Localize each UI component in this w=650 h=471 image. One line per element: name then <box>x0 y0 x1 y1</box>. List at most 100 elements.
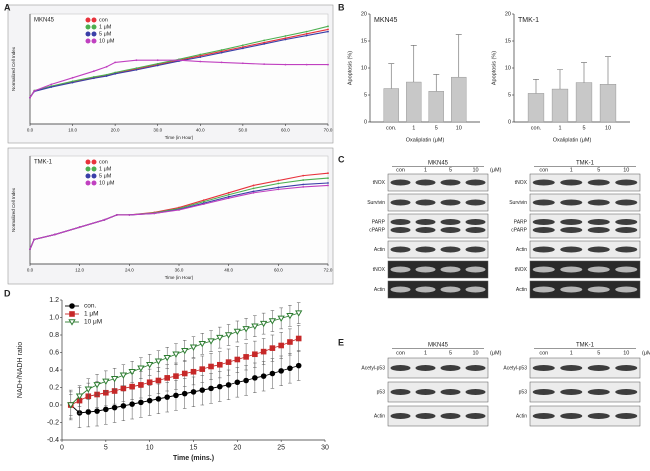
lane-label: 1 <box>424 350 427 356</box>
x-tick-label: 10 <box>146 445 154 452</box>
blot-band <box>415 365 436 371</box>
marker <box>93 382 101 389</box>
marker <box>242 326 250 333</box>
x-tick-label: 48.0 <box>224 267 233 272</box>
marker <box>202 203 205 206</box>
blot-band <box>560 413 583 419</box>
y-axis-label: Apoptosis (%) <box>347 51 353 85</box>
marker <box>199 53 202 56</box>
blot-row-label: tNOX <box>515 267 528 273</box>
legend-label: con <box>99 17 108 23</box>
bar <box>428 91 444 123</box>
legend-swatch <box>91 31 97 37</box>
lane-label: con <box>539 167 548 173</box>
blot-row-label: PARP <box>514 219 528 225</box>
marker <box>327 28 329 31</box>
x-tick-label: 5 <box>582 125 585 131</box>
marker <box>252 187 255 190</box>
blot-band <box>415 286 436 293</box>
marker <box>103 218 106 221</box>
x-axis-label: Time (in Hour) <box>165 275 194 280</box>
marker <box>172 351 180 358</box>
blot-band <box>532 227 555 233</box>
blot-band <box>390 286 411 293</box>
blot-band <box>587 219 610 225</box>
y-tick-label: 0.4 <box>49 367 59 374</box>
marker <box>199 54 202 57</box>
marker <box>50 83 53 86</box>
marker <box>199 366 206 372</box>
lane-label: 5 <box>597 167 600 173</box>
blot-title: TMK-1 <box>576 161 595 167</box>
x-tick-label: 30 <box>321 445 329 452</box>
blot-band <box>532 286 555 293</box>
blot-row <box>529 405 641 427</box>
panel-label: C <box>338 154 345 164</box>
marker <box>260 373 267 379</box>
marker <box>111 404 118 411</box>
x-tick-label: 10 <box>456 125 462 131</box>
blot-band <box>560 199 583 206</box>
marker <box>302 174 305 177</box>
blot-band <box>587 365 610 371</box>
panel-label: D <box>4 288 11 298</box>
blot-row-label: Actin <box>516 247 527 253</box>
legend-swatch <box>85 24 91 30</box>
marker <box>327 25 329 28</box>
marker <box>155 396 162 402</box>
blot-row <box>529 280 641 299</box>
blot-band <box>440 219 461 225</box>
marker <box>217 383 223 390</box>
legend-swatch <box>85 166 91 172</box>
marker <box>241 46 244 48</box>
marker <box>199 56 202 59</box>
x-tick-label: 0.0 <box>27 127 34 132</box>
y-axis-label: NAD+/NADH ratio <box>17 342 24 398</box>
blot-band <box>440 286 461 293</box>
blot-title: TMK-1 <box>576 343 595 349</box>
blot-band <box>615 246 638 253</box>
x-tick-label: 20 <box>233 445 241 452</box>
x-tick-label: 15 <box>190 445 198 452</box>
lane-label: 1 <box>424 167 427 173</box>
marker <box>69 311 75 317</box>
blot-band <box>390 179 411 186</box>
blot-band <box>415 227 436 233</box>
blot-band <box>440 365 461 371</box>
marker <box>164 394 170 400</box>
legend-label: 10 μM <box>99 180 115 186</box>
marker <box>305 30 308 33</box>
marker <box>295 310 303 317</box>
marker <box>71 76 74 79</box>
marker <box>278 342 284 349</box>
marker <box>120 403 127 409</box>
marker <box>220 49 223 51</box>
x-tick-label: 10 <box>605 125 611 131</box>
marker <box>129 401 135 407</box>
marker <box>116 214 118 216</box>
y-tick-label: 0 <box>508 119 511 125</box>
blot-band <box>465 219 486 225</box>
blot-row <box>529 213 641 239</box>
marker <box>119 372 128 379</box>
marker <box>263 41 266 44</box>
x-tick-label: 36.0 <box>175 267 184 272</box>
marker <box>220 51 223 54</box>
marker <box>163 355 171 362</box>
marker <box>277 315 285 322</box>
legend-label: 10 μM <box>99 38 115 44</box>
blot-row-label: Actin <box>374 287 385 293</box>
blot-band <box>532 246 555 253</box>
blot-row <box>387 193 489 212</box>
blot-band <box>560 365 583 371</box>
bar <box>575 82 593 123</box>
marker <box>234 379 241 386</box>
blot-band <box>532 365 555 371</box>
blot-band <box>390 246 411 253</box>
error-bar <box>581 62 587 83</box>
legend-swatch <box>91 24 97 30</box>
x-tick-label: 10.0 <box>68 127 77 132</box>
marker <box>263 39 266 42</box>
blot-band <box>390 413 411 419</box>
error-bar <box>455 34 462 78</box>
